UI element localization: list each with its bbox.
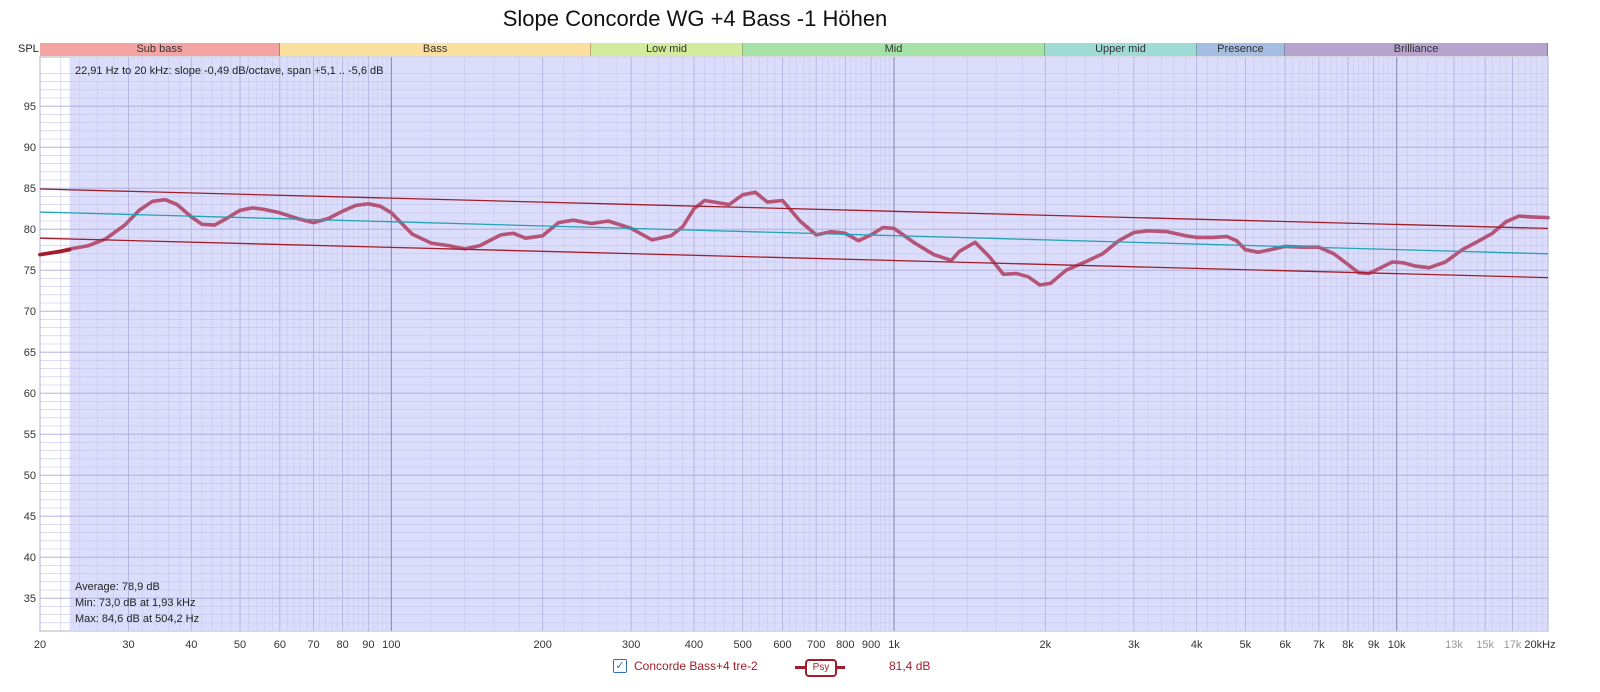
- min-annotation: Min: 73,0 dB at 1,93 kHz: [75, 597, 196, 609]
- curve-outside-range: [38, 247, 72, 257]
- x-tick-label: 100: [382, 639, 400, 651]
- x-tick-label: 17k: [1504, 639, 1522, 651]
- max-annotation: Max: 84,6 dB at 504,2 Hz: [75, 613, 200, 625]
- y-tick-label: 70: [24, 306, 36, 318]
- smoothing-button[interactable]: Psy: [805, 659, 837, 677]
- x-tick-label: 200: [533, 639, 551, 651]
- x-tick-label: 50: [234, 639, 246, 651]
- y-tick-label: 55: [24, 429, 36, 441]
- y-tick-label: 85: [24, 183, 36, 195]
- average-annotation: Average: 78,9 dB: [75, 581, 160, 593]
- y-tick-label: 45: [24, 511, 36, 523]
- x-tick-label: 20kHz: [1524, 639, 1555, 651]
- x-tick-label: 70: [307, 639, 319, 651]
- band-brilliance: Brilliance: [1285, 43, 1548, 56]
- trend-line: [39, 211, 1549, 255]
- band-bass: Bass: [279, 43, 592, 56]
- x-tick-label: 10k: [1388, 639, 1406, 651]
- x-tick-label: 3k: [1128, 639, 1140, 651]
- range-annotation: 22,91 Hz to 20 kHz: slope -0,49 dB/octav…: [75, 65, 384, 77]
- x-tick-label: 1k: [888, 639, 900, 651]
- x-tick-label: 20: [34, 639, 46, 651]
- x-tick-label: 900: [862, 639, 880, 651]
- lower-limit-line: [39, 237, 1549, 279]
- legend-level-value: 81,4 dB: [889, 659, 931, 673]
- legend-series-name[interactable]: Concorde Bass+4 tre-2: [634, 659, 758, 673]
- y-tick-label: 50: [24, 470, 36, 482]
- x-tick-label: 30: [122, 639, 134, 651]
- x-tick-label: 15k: [1476, 639, 1494, 651]
- x-tick-label: 800: [836, 639, 854, 651]
- band-mid: Mid: [742, 43, 1046, 56]
- series-checkbox[interactable]: ✓: [613, 659, 627, 673]
- y-tick-label: 40: [24, 552, 36, 564]
- y-tick-label: 35: [24, 593, 36, 605]
- x-tick-label: 7k: [1313, 639, 1325, 651]
- y-tick-label: 60: [24, 388, 36, 400]
- upper-limit-line: [39, 188, 1549, 230]
- y-tick-label: 65: [24, 347, 36, 359]
- x-tick-label: 2k: [1040, 639, 1052, 651]
- x-tick-label: 13k: [1445, 639, 1463, 651]
- x-tick-label: 300: [622, 639, 640, 651]
- x-tick-label: 400: [685, 639, 703, 651]
- band-upper-mid: Upper mid: [1045, 43, 1197, 56]
- x-tick-label: 600: [773, 639, 791, 651]
- x-tick-label: 80: [337, 639, 349, 651]
- chart-title: Slope Concorde WG +4 Bass -1 Höhen: [502, 6, 888, 31]
- y-tick-label: 90: [24, 142, 36, 154]
- y-tick-label: 80: [24, 224, 36, 236]
- band-presence: Presence: [1196, 43, 1286, 56]
- y-axis-label: SPL: [18, 43, 39, 55]
- x-tick-label: 4k: [1191, 639, 1203, 651]
- band-low-mid: Low mid: [591, 43, 743, 56]
- x-tick-label: 700: [807, 639, 825, 651]
- x-tick-label: 40: [185, 639, 197, 651]
- y-tick-label: 95: [24, 101, 36, 113]
- x-tick-label: 60: [274, 639, 286, 651]
- x-tick-label: 90: [362, 639, 374, 651]
- x-tick-label: 500: [734, 639, 752, 651]
- x-tick-label: 9k: [1368, 639, 1380, 651]
- x-tick-label: 8k: [1342, 639, 1354, 651]
- x-tick-label: 5k: [1240, 639, 1252, 651]
- y-tick-label: 75: [24, 265, 36, 277]
- x-tick-label: 6k: [1279, 639, 1291, 651]
- band-sub-bass: Sub bass: [40, 43, 280, 56]
